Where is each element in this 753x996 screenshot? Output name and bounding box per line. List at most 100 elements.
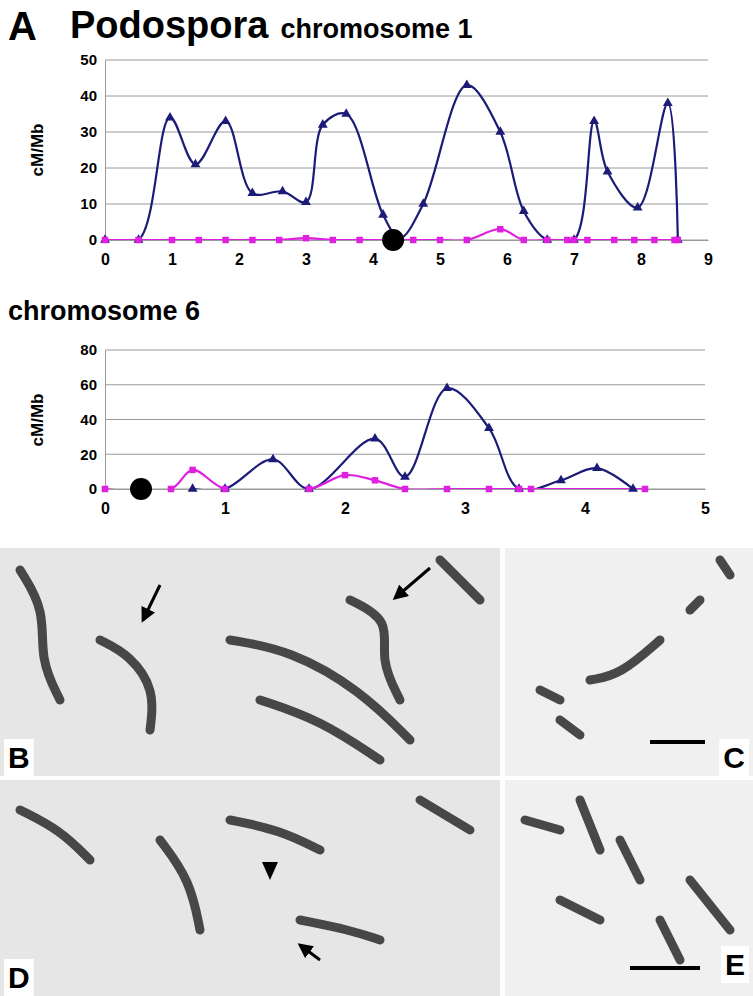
plot-markers: [102, 383, 648, 500]
marker: [330, 237, 336, 243]
tick: 7: [570, 240, 579, 268]
grid-line: [105, 454, 705, 455]
tick: 9: [704, 240, 713, 268]
axis-title: cM/Mb: [28, 124, 47, 177]
chromosome-shape: [525, 820, 560, 830]
marker: [444, 486, 450, 492]
arrowhead: [262, 862, 278, 880]
chromosome-shape: [580, 800, 600, 850]
chromosome-shape: [560, 900, 600, 920]
tick-label: 40: [80, 411, 97, 428]
series-line: [193, 388, 633, 489]
marker: [611, 237, 617, 243]
chromosome-shape: [690, 880, 730, 930]
tick: 60: [80, 376, 105, 393]
chart: 020406080012345cM/Mbchromosome 6: [8, 296, 710, 517]
tick-label: 7: [570, 251, 579, 268]
marker: [642, 486, 648, 492]
tick: 0: [101, 240, 110, 268]
series-line: [105, 470, 645, 489]
marker: [102, 237, 108, 243]
marker: [592, 462, 602, 471]
micrograph-panel: D: [0, 780, 500, 996]
tick: 4: [581, 489, 590, 517]
marker: [628, 483, 638, 492]
marker: [301, 197, 311, 206]
tick-label: 5: [701, 500, 710, 517]
chromosome-shape: [160, 840, 200, 930]
tick: 1: [168, 240, 177, 268]
chromosome-shape: [540, 690, 560, 700]
marker: [519, 206, 529, 215]
micrograph-panel: C: [505, 548, 753, 776]
tick: 10: [80, 195, 105, 212]
tick-label: 50: [80, 51, 97, 68]
axis-line: [105, 351, 106, 490]
marker: [130, 478, 152, 500]
grid: [105, 60, 708, 240]
marker: [370, 433, 380, 442]
tick: 40: [80, 87, 105, 104]
chromosome-shape: [620, 840, 640, 880]
marker: [528, 486, 534, 492]
marker: [134, 234, 144, 243]
marker: [663, 98, 673, 107]
marker: [589, 116, 599, 125]
chromosome-shape: [720, 560, 730, 575]
chromosome-shape: [20, 570, 60, 700]
panel-label: B: [8, 741, 30, 774]
chromosome-shape: [100, 640, 152, 730]
marker: [544, 237, 550, 243]
figure: 010203040500123456789cM/MbPodosporachrom…: [0, 0, 753, 996]
tick-label: 4: [581, 500, 590, 517]
marker: [571, 237, 577, 243]
marker: [569, 234, 579, 243]
y-axis: 020406080: [80, 341, 105, 497]
marker: [221, 116, 231, 125]
tick-label: 30: [80, 123, 97, 140]
chromosome-shape: [300, 920, 380, 940]
grid-line: [105, 132, 708, 133]
marker: [191, 159, 201, 168]
tick-label: 0: [101, 500, 110, 517]
tick: 4: [369, 240, 378, 268]
tick-label: 0: [89, 231, 97, 248]
arrow: [143, 585, 160, 620]
label-background: [4, 739, 34, 776]
tick-label: 60: [80, 376, 97, 393]
grid-line: [105, 384, 705, 385]
plot-lines: [105, 388, 645, 489]
marker: [249, 237, 255, 243]
marker: [542, 234, 552, 243]
tick: 5: [701, 489, 710, 517]
tick: 3: [302, 240, 311, 268]
tick: 8: [637, 240, 646, 268]
marker: [442, 383, 452, 392]
marker: [100, 234, 110, 243]
marker: [372, 477, 378, 483]
chart: 010203040500123456789cM/MbPodosporachrom…: [28, 4, 713, 268]
marker: [306, 486, 312, 492]
marker: [484, 423, 494, 432]
marker: [168, 486, 174, 492]
marker: [135, 237, 141, 243]
grid-line: [105, 204, 708, 205]
micrograph-background: [505, 780, 753, 996]
marker: [222, 237, 228, 243]
axis-line: [105, 61, 106, 241]
tick: 20: [80, 446, 105, 463]
scale-bar: [650, 740, 705, 744]
tick-label: 1: [168, 251, 177, 268]
marker: [102, 486, 108, 492]
title: Podospora: [70, 4, 269, 46]
tick-label: 4: [369, 251, 378, 268]
marker: [341, 108, 351, 117]
x-axis: 0123456789: [101, 240, 713, 268]
arrow: [300, 945, 320, 960]
grid-line: [105, 350, 705, 351]
marker: [497, 226, 503, 232]
tick: 0: [101, 489, 110, 517]
grid-line: [105, 60, 708, 61]
marker: [189, 467, 195, 473]
marker: [196, 237, 202, 243]
